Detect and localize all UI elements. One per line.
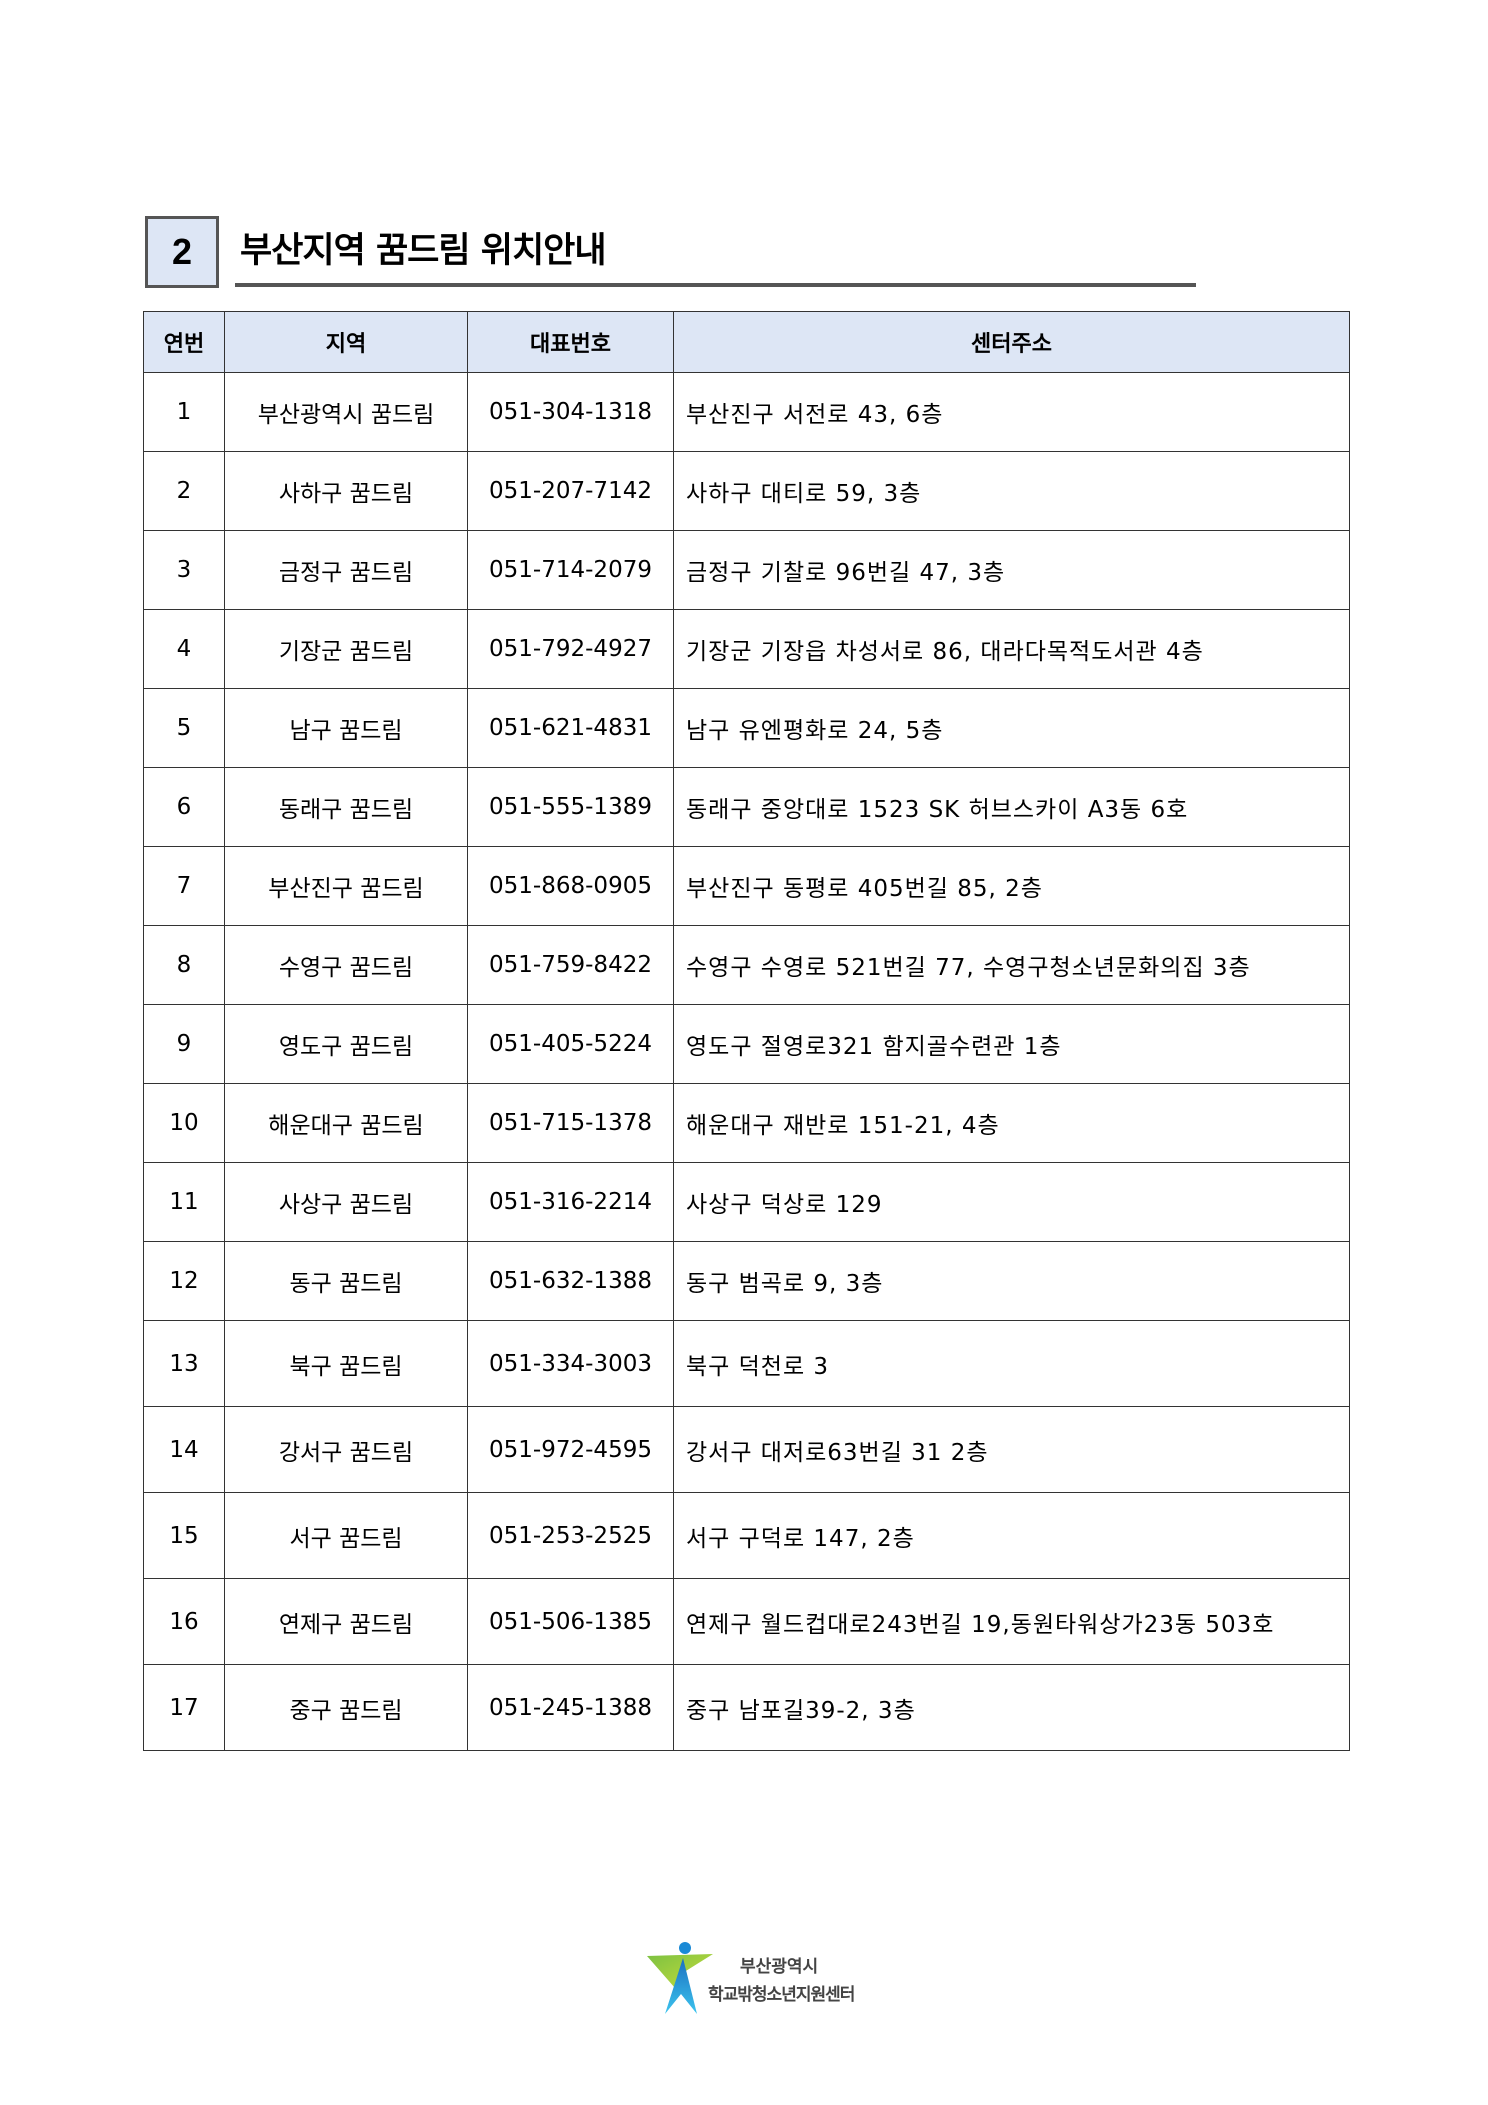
cell-phone: 051-304-1318 (467, 372, 674, 452)
cell-address: 중구 남포길39-2, 3층 (673, 1664, 1350, 1751)
cell-no: 9 (143, 1004, 225, 1084)
table-header-row: 연번 지역 대표번호 센터주소 (143, 311, 1350, 373)
cell-address: 연제구 월드컵대로243번길 19,동원타워상가23동 503호 (673, 1578, 1350, 1665)
table-row: 12 동구 꿈드림 051-632-1388 동구 범곡로 9, 3층 (143, 1241, 1350, 1321)
cell-no: 3 (143, 530, 225, 610)
table-row: 8 수영구 꿈드림 051-759-8422 수영구 수영로 521번길 77, 수영… (143, 925, 1350, 1005)
cell-no: 2 (143, 451, 225, 531)
cell-no: 17 (143, 1664, 225, 1751)
cell-region: 연제구 꿈드림 (224, 1578, 468, 1665)
cell-phone: 051-868-0905 (467, 846, 674, 926)
header-region: 지역 (224, 311, 468, 373)
logo-figure-icon (647, 1942, 713, 2014)
table-row: 10 해운대구 꿈드림 051-715-1378 해운대구 재반로 151-21, 4… (143, 1083, 1350, 1163)
cell-region: 부산진구 꿈드림 (224, 846, 468, 926)
cell-phone: 051-207-7142 (467, 451, 674, 531)
cell-no: 8 (143, 925, 225, 1005)
cell-address: 부산진구 동평로 405번길 85, 2층 (673, 846, 1350, 926)
cell-no: 1 (143, 372, 225, 452)
cell-phone: 051-621-4831 (467, 688, 674, 768)
table-row: 4 기장군 꿈드림 051-792-4927 기장군 기장읍 차성서로 86, 대라다… (143, 609, 1350, 689)
cell-address: 수영구 수영로 521번길 77, 수영구청소년문화의집 3층 (673, 925, 1350, 1005)
cell-no: 16 (143, 1578, 225, 1665)
cell-region: 영도구 꿈드림 (224, 1004, 468, 1084)
cell-phone: 051-632-1388 (467, 1241, 674, 1321)
header-phone: 대표번호 (467, 311, 674, 373)
table-row: 7 부산진구 꿈드림 051-868-0905 부산진구 동평로 405번길 85, … (143, 846, 1350, 926)
table-row: 9 영도구 꿈드림 051-405-5224 영도구 절영로321 함지골수련관 1층 (143, 1004, 1350, 1084)
section-number: 2 (145, 216, 219, 288)
cell-no: 11 (143, 1162, 225, 1242)
cell-address: 부산진구 서전로 43, 6층 (673, 372, 1350, 452)
header-address: 센터주소 (673, 311, 1350, 373)
cell-phone: 051-405-5224 (467, 1004, 674, 1084)
cell-phone: 051-253-2525 (467, 1492, 674, 1579)
cell-region: 기장군 꿈드림 (224, 609, 468, 689)
cell-phone: 051-759-8422 (467, 925, 674, 1005)
cell-no: 13 (143, 1320, 225, 1407)
cell-no: 5 (143, 688, 225, 768)
cell-phone: 051-245-1388 (467, 1664, 674, 1751)
cell-region: 금정구 꿈드림 (224, 530, 468, 610)
cell-no: 4 (143, 609, 225, 689)
cell-phone: 051-555-1389 (467, 767, 674, 847)
cell-address: 북구 덕천로 3 (673, 1320, 1350, 1407)
cell-region: 사하구 꿈드림 (224, 451, 468, 531)
cell-address: 서구 구덕로 147, 2층 (673, 1492, 1350, 1579)
table-row: 3 금정구 꿈드림 051-714-2079 금정구 기찰로 96번길 47, 3층 (143, 530, 1350, 610)
table-row: 1 부산광역시 꿈드림 051-304-1318 부산진구 서전로 43, 6층 (143, 372, 1350, 452)
cell-phone: 051-316-2214 (467, 1162, 674, 1242)
cell-no: 10 (143, 1083, 225, 1163)
table-row: 5 남구 꿈드림 051-621-4831 남구 유엔평화로 24, 5층 (143, 688, 1350, 768)
cell-region: 동래구 꿈드림 (224, 767, 468, 847)
cell-phone: 051-714-2079 (467, 530, 674, 610)
cell-address: 금정구 기찰로 96번길 47, 3층 (673, 530, 1350, 610)
center-table: 연번 지역 대표번호 센터주소 1 부산광역시 꿈드림 051-304-1318 부산… (143, 311, 1350, 1751)
table-row: 13 북구 꿈드림 051-334-3003 북구 덕천로 3 (143, 1320, 1350, 1407)
cell-no: 14 (143, 1406, 225, 1493)
cell-address: 강서구 대저로63번길 31 2층 (673, 1406, 1350, 1493)
logo-text-line1: 부산광역시 (740, 1957, 819, 1977)
cell-no: 7 (143, 846, 225, 926)
title-underline (235, 283, 1196, 287)
cell-no: 15 (143, 1492, 225, 1579)
cell-address: 해운대구 재반로 151-21, 4층 (673, 1083, 1350, 1163)
cell-region: 남구 꿈드림 (224, 688, 468, 768)
cell-region: 북구 꿈드림 (224, 1320, 468, 1407)
cell-no: 12 (143, 1241, 225, 1321)
cell-no: 6 (143, 767, 225, 847)
logo-text-line2: 학교밖청소년지원센터 (708, 1985, 855, 2005)
table-row: 15 서구 꿈드림 051-253-2525 서구 구덕로 147, 2층 (143, 1492, 1350, 1579)
table-row: 16 연제구 꿈드림 051-506-1385 연제구 월드컵대로243번길 19,동… (143, 1578, 1350, 1665)
cell-phone: 051-334-3003 (467, 1320, 674, 1407)
table-row: 2 사하구 꿈드림 051-207-7142 사하구 대티로 59, 3층 (143, 451, 1350, 531)
cell-region: 동구 꿈드림 (224, 1241, 468, 1321)
cell-address: 영도구 절영로321 함지골수련관 1층 (673, 1004, 1350, 1084)
cell-region: 해운대구 꿈드림 (224, 1083, 468, 1163)
cell-phone: 051-792-4927 (467, 609, 674, 689)
cell-region: 서구 꿈드림 (224, 1492, 468, 1579)
table-row: 11 사상구 꿈드림 051-316-2214 사상구 덕상로 129 (143, 1162, 1350, 1242)
table-row: 17 중구 꿈드림 051-245-1388 중구 남포길39-2, 3층 (143, 1664, 1350, 1751)
logo: 부산광역시 학교밖청소년지원센터 (645, 1940, 865, 2020)
page-title: 부산지역 꿈드림 위치안내 (240, 231, 607, 271)
cell-address: 사하구 대티로 59, 3층 (673, 451, 1350, 531)
cell-region: 수영구 꿈드림 (224, 925, 468, 1005)
cell-phone: 051-506-1385 (467, 1578, 674, 1665)
cell-region: 중구 꿈드림 (224, 1664, 468, 1751)
cell-phone: 051-972-4595 (467, 1406, 674, 1493)
cell-address: 동구 범곡로 9, 3층 (673, 1241, 1350, 1321)
table-row: 6 동래구 꿈드림 051-555-1389 동래구 중앙대로 1523 SK 허브스… (143, 767, 1350, 847)
cell-address: 동래구 중앙대로 1523 SK 허브스카이 A3동 6호 (673, 767, 1350, 847)
cell-region: 사상구 꿈드림 (224, 1162, 468, 1242)
cell-address: 기장군 기장읍 차성서로 86, 대라다목적도서관 4층 (673, 609, 1350, 689)
cell-address: 사상구 덕상로 129 (673, 1162, 1350, 1242)
cell-phone: 051-715-1378 (467, 1083, 674, 1163)
header-no: 연번 (143, 311, 225, 373)
cell-region: 강서구 꿈드림 (224, 1406, 468, 1493)
table-row: 14 강서구 꿈드림 051-972-4595 강서구 대저로63번길 31 2층 (143, 1406, 1350, 1493)
cell-region: 부산광역시 꿈드림 (224, 372, 468, 452)
cell-address: 남구 유엔평화로 24, 5층 (673, 688, 1350, 768)
